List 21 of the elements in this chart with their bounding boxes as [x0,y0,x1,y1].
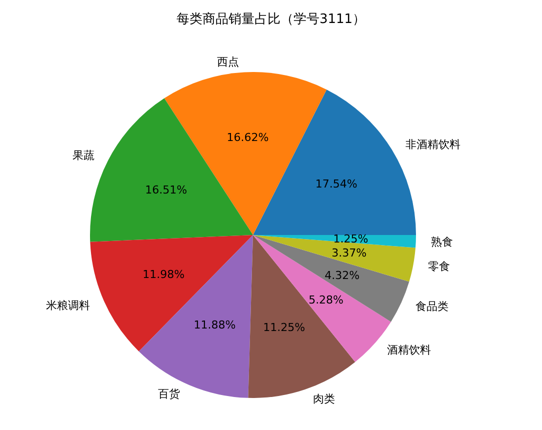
slice-label: 西点 [216,56,239,69]
data-label: 5.28% [308,294,344,307]
data-label: 11.25% [263,321,306,334]
slice-label: 零食 [428,260,450,274]
slice-label: 熟食 [430,235,453,248]
slice-label: 百货 [158,388,180,401]
slice-label: 果蔬 [72,149,94,162]
data-label: 17.54% [315,177,358,190]
slice-label: 肉类 [313,392,336,406]
data-label: 16.62% [226,130,269,144]
data-label: 11.88% [194,318,236,332]
slice-label: 食品类 [416,300,449,313]
data-label: 1.25% [333,232,368,246]
data-label: 4.32% [324,268,360,282]
slice-label: 非酒精饮料 [405,138,460,151]
data-label: 16.51% [145,184,188,197]
slice-label: 米粮调料 [46,298,90,312]
slice-label: 酒精饮料 [387,344,432,357]
data-label: 3.37% [332,246,367,260]
chart-title: 每类商品销量占比（学号3111） [176,12,366,27]
data-label: 11.98% [142,268,185,282]
